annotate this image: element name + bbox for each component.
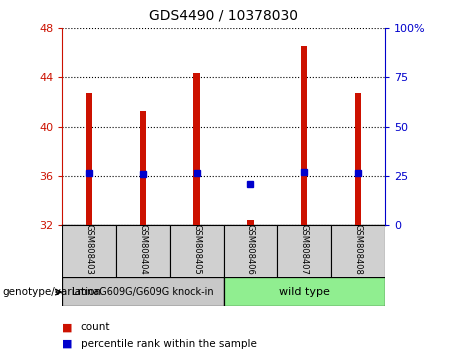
Text: GSM808406: GSM808406 — [246, 224, 255, 274]
Bar — [194, 73, 200, 225]
Bar — [224, 225, 278, 278]
Text: count: count — [81, 322, 110, 332]
Bar — [331, 225, 385, 278]
Title: GDS4490 / 10378030: GDS4490 / 10378030 — [149, 9, 298, 23]
Text: GSM808405: GSM808405 — [192, 224, 201, 274]
Text: LmnaG609G/G609G knock-in: LmnaG609G/G609G knock-in — [72, 287, 214, 297]
Bar — [278, 225, 331, 278]
Bar — [86, 93, 92, 225]
Text: percentile rank within the sample: percentile rank within the sample — [81, 339, 257, 349]
Bar — [224, 277, 385, 306]
Bar — [170, 225, 224, 278]
Text: GSM808407: GSM808407 — [300, 224, 309, 274]
Bar — [355, 93, 361, 225]
Text: ■: ■ — [62, 322, 73, 332]
Text: genotype/variation: genotype/variation — [2, 287, 101, 297]
Text: ■: ■ — [62, 339, 73, 349]
Text: wild type: wild type — [279, 287, 330, 297]
Text: GSM808403: GSM808403 — [85, 224, 94, 274]
Text: GSM808408: GSM808408 — [354, 224, 362, 274]
Text: GSM808404: GSM808404 — [138, 224, 148, 274]
Bar — [140, 110, 146, 225]
Bar — [62, 225, 116, 278]
Bar — [62, 277, 224, 306]
Bar — [116, 225, 170, 278]
Bar — [247, 220, 254, 225]
Bar — [301, 46, 307, 225]
